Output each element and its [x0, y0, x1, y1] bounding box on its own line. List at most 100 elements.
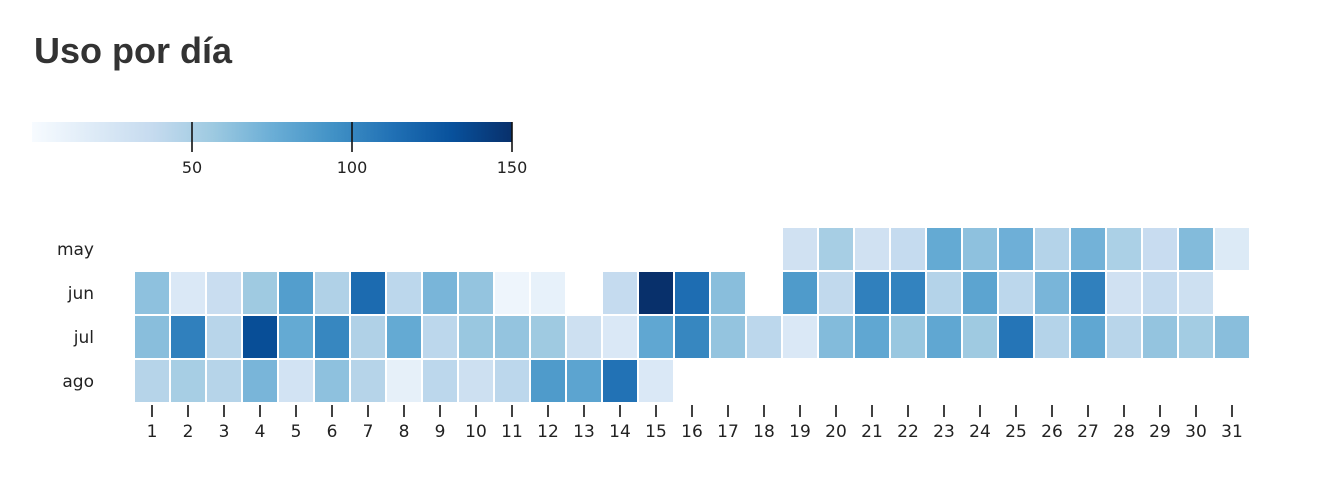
- x-tick-label: 2: [183, 422, 194, 442]
- row-label: jun: [67, 284, 94, 304]
- heatmap-cell: [601, 270, 639, 316]
- x-tick-label: 3: [219, 422, 230, 442]
- heatmap-cell: [601, 314, 639, 360]
- heatmap-cell: [529, 358, 567, 404]
- x-tick-label: 9: [435, 422, 446, 442]
- heatmap-cell: [997, 270, 1035, 316]
- x-tick-label: 1: [147, 422, 158, 442]
- x-tick-label: 31: [1221, 422, 1243, 442]
- x-tick-label: 23: [933, 422, 955, 442]
- heatmap-cell: [1141, 226, 1179, 272]
- heatmap-cell: [133, 270, 171, 316]
- heatmap-cell: [277, 314, 315, 360]
- row-label: may: [57, 240, 94, 260]
- heatmap-cell: [853, 226, 891, 272]
- x-tick-label: 4: [255, 422, 266, 442]
- x-tick-label: 24: [969, 422, 991, 442]
- x-tick-label: 27: [1077, 422, 1099, 442]
- heatmap-cell: [457, 314, 495, 360]
- heatmap-cell: [1033, 314, 1071, 360]
- x-tick-label: 10: [465, 422, 487, 442]
- heatmap-cell: [709, 270, 747, 316]
- heatmap-cell: [1105, 270, 1143, 316]
- x-tick-label: 16: [681, 422, 703, 442]
- x-tick-label: 8: [399, 422, 410, 442]
- heatmap-cell: [421, 314, 459, 360]
- x-tick-label: 15: [645, 422, 667, 442]
- heatmap-cell: [493, 314, 531, 360]
- heatmap-cell: [673, 270, 711, 316]
- x-tick-label: 19: [789, 422, 811, 442]
- heatmap-cell: [421, 358, 459, 404]
- x-tick-label: 13: [573, 422, 595, 442]
- colorbar-tick-label: 50: [182, 158, 202, 177]
- heatmap-cell: [1069, 270, 1107, 316]
- x-tick-label: 17: [717, 422, 739, 442]
- heatmap-cell: [205, 314, 243, 360]
- heatmap-cell: [961, 226, 999, 272]
- x-tick-label: 12: [537, 422, 559, 442]
- x-tick-label: 6: [327, 422, 338, 442]
- heatmap-cell: [925, 226, 963, 272]
- heatmap-cell: [817, 270, 855, 316]
- heatmap-cell: [961, 270, 999, 316]
- heatmap-cell: [349, 270, 387, 316]
- heatmap-cell: [1177, 314, 1215, 360]
- chart-title: Uso por día: [34, 30, 233, 71]
- heatmap-cell: [241, 314, 279, 360]
- heatmap-cell: [1033, 270, 1071, 316]
- heatmap-cell: [817, 314, 855, 360]
- heatmap-cell: [565, 314, 603, 360]
- x-tick-label: 22: [897, 422, 919, 442]
- heatmap-cell: [457, 270, 495, 316]
- heatmap-cell: [241, 358, 279, 404]
- heatmap-cell: [205, 270, 243, 316]
- row-label: jul: [73, 328, 94, 348]
- heatmap-cell: [889, 270, 927, 316]
- heatmap-cell: [1177, 270, 1215, 316]
- heatmap-cell: [313, 270, 351, 316]
- heatmap-cell: [673, 314, 711, 360]
- heatmap-cell: [637, 358, 675, 404]
- heatmap-cell: [277, 270, 315, 316]
- heatmap-cell: [493, 358, 531, 404]
- x-tick-label: 11: [501, 422, 523, 442]
- heatmap-cell: [853, 314, 891, 360]
- heatmap-cell: [745, 314, 783, 360]
- heatmap-cell: [277, 358, 315, 404]
- heatmap-cell: [1069, 226, 1107, 272]
- x-tick-label: 5: [291, 422, 302, 442]
- heatmap-cell: [889, 314, 927, 360]
- heatmap-cell: [709, 314, 747, 360]
- heatmap-cell: [529, 314, 567, 360]
- heatmap-cell: [889, 226, 927, 272]
- heatmap-cell: [637, 270, 675, 316]
- heatmap-cell: [1105, 314, 1143, 360]
- heatmap-cell: [169, 270, 207, 316]
- heatmap-cell: [349, 358, 387, 404]
- heatmap-cell: [1177, 226, 1215, 272]
- heatmap-cell: [205, 358, 243, 404]
- x-tick-label: 20: [825, 422, 847, 442]
- heatmap-cell: [781, 314, 819, 360]
- heatmap-cell: [925, 270, 963, 316]
- heatmap-cell: [313, 358, 351, 404]
- heatmap-cell: [601, 358, 639, 404]
- heatmap-cell: [853, 270, 891, 316]
- heatmap-cell: [565, 358, 603, 404]
- heatmap-cell: [385, 270, 423, 316]
- heatmap-cell: [1141, 270, 1179, 316]
- heatmap-cell: [169, 314, 207, 360]
- heatmap-cell: [385, 358, 423, 404]
- x-tick-label: 18: [753, 422, 775, 442]
- heatmap-cell: [169, 358, 207, 404]
- heatmap-cell: [781, 270, 819, 316]
- colorbar: [32, 122, 512, 142]
- heatmap-cell: [781, 226, 819, 272]
- heatmap-cell: [133, 314, 171, 360]
- heatmap-cell: [133, 358, 171, 404]
- x-tick-label: 14: [609, 422, 631, 442]
- heatmap-cell: [1033, 226, 1071, 272]
- heatmap-cell: [817, 226, 855, 272]
